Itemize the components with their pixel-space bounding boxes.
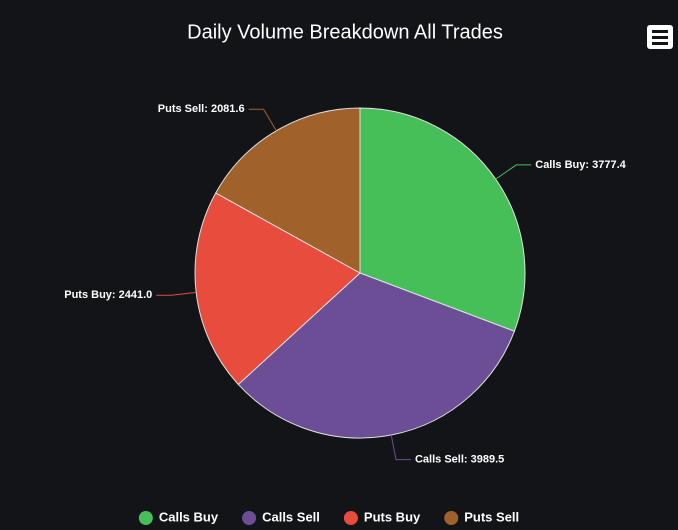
legend-swatch xyxy=(138,511,153,525)
connector-line xyxy=(248,108,277,132)
chart-title: Daily Volume Breakdown All Trades xyxy=(187,21,503,43)
legend-label: Calls Buy xyxy=(159,509,219,524)
connector-line xyxy=(390,434,411,461)
menu-icon-bar xyxy=(652,42,668,45)
legend-swatch xyxy=(242,511,257,525)
connector-line xyxy=(156,291,197,296)
legend-swatch xyxy=(343,511,358,525)
legend-label: Calls Sell xyxy=(262,509,320,524)
pie-slice xyxy=(215,107,361,274)
data-label: Puts Sell: 2081.6 xyxy=(158,103,245,115)
legend: Calls Buy Calls Sell Puts Buy Puts Sell xyxy=(138,509,519,525)
menu-button[interactable] xyxy=(647,25,673,49)
data-label: Calls Sell: 3989.5 xyxy=(415,453,504,465)
data-label: Calls Buy: 3777.4 xyxy=(535,159,626,171)
menu-icon-bar xyxy=(652,36,668,39)
connector-line xyxy=(495,164,532,180)
legend-label: Puts Sell xyxy=(464,509,519,524)
menu-icon-bar xyxy=(652,30,668,33)
legend-swatch xyxy=(444,511,459,525)
legend-label: Puts Buy xyxy=(364,509,421,524)
data-label: Puts Buy: 2441.0 xyxy=(64,289,152,301)
